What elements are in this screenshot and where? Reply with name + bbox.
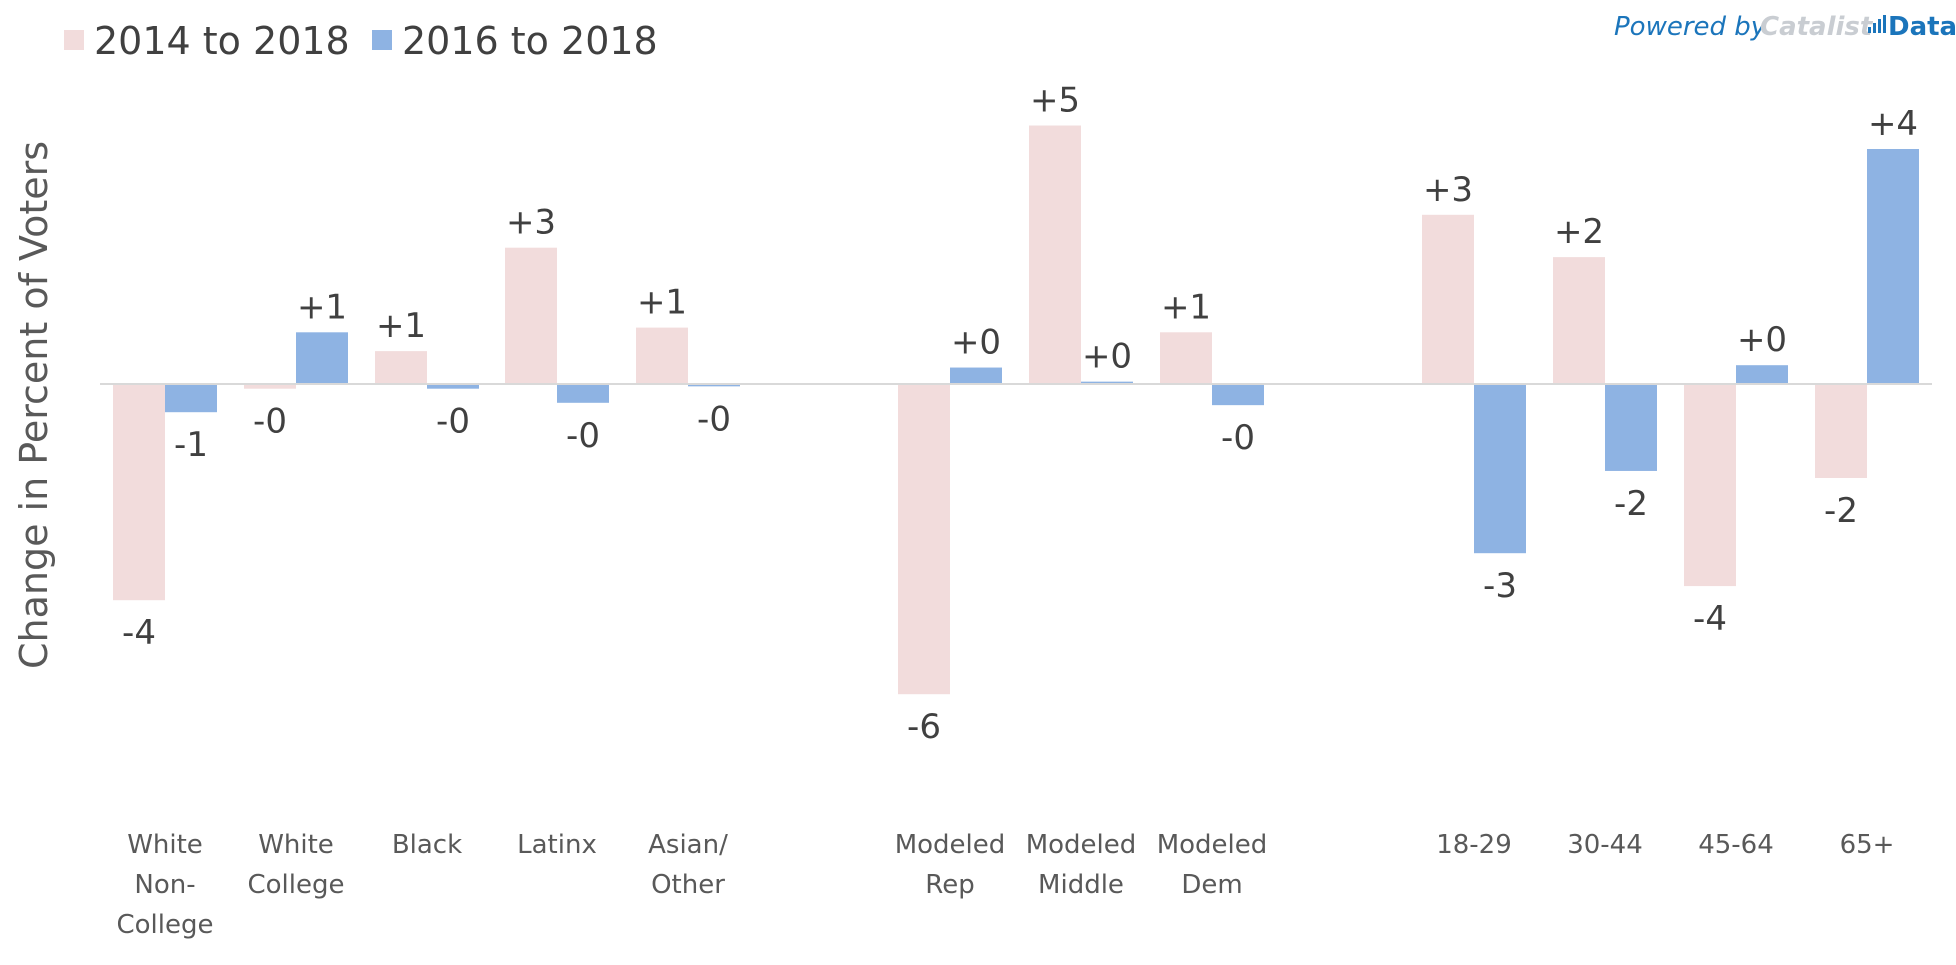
chart: 2014 to 2018 2016 to 2018 Powered by Cat… — [0, 0, 1956, 965]
brand-logo: Powered by Catalist Data — [1614, 12, 1956, 42]
value-label-2016-9: -2 — [1614, 484, 1648, 524]
category-label-0-line-2: College — [116, 910, 213, 940]
bar-2016-10 — [1736, 365, 1788, 384]
value-label-2014-6: +5 — [1030, 81, 1080, 121]
value-label-2014-3: +3 — [506, 203, 556, 243]
value-label-2016-4: -0 — [697, 399, 731, 439]
value-label-2014-2: +1 — [376, 306, 426, 346]
y-axis-label: Change in Percent of Voters — [12, 141, 56, 669]
category-label-1-line-0: White — [258, 830, 334, 860]
legend: 2014 to 2018 2016 to 2018 — [64, 19, 658, 63]
category-labels: White Non- College White College Black Latinx A… — [116, 830, 1894, 940]
bar-2016-7 — [1212, 384, 1264, 405]
bar-2014-4 — [636, 328, 688, 384]
bar-2014-10 — [1684, 384, 1736, 586]
legend-label-2014: 2014 to 2018 — [94, 19, 350, 63]
value-label-2014-11: -2 — [1824, 491, 1858, 531]
bar-2016-8 — [1474, 384, 1526, 553]
category-label-4-line-1: Other — [651, 870, 725, 900]
category-label-2-line-0: Black — [392, 830, 462, 860]
category-label-8-line-0: 18-29 — [1436, 830, 1512, 860]
brand-name: Catalist — [1760, 12, 1874, 42]
bar-2014-0 — [113, 384, 165, 600]
bar-2014-11 — [1815, 384, 1867, 478]
value-label-2016-10: +0 — [1737, 320, 1787, 360]
bar-2014-9 — [1553, 257, 1605, 384]
category-label-11-line-0: 65+ — [1840, 830, 1895, 860]
category-label-0-line-1: Non- — [134, 870, 195, 900]
brand-suffix: Data — [1888, 12, 1956, 42]
legend-swatch-2016 — [372, 30, 392, 50]
category-label-5-line-1: Rep — [925, 870, 974, 900]
value-label-2014-5: -6 — [907, 707, 941, 747]
value-label-2014-9: +2 — [1554, 212, 1604, 252]
bar-2016-0 — [165, 384, 217, 412]
category-label-1-line-1: College — [247, 870, 344, 900]
category-label-5-line-0: Modeled — [895, 830, 1006, 860]
bar-2016-9 — [1605, 384, 1657, 471]
category-label-7-line-1: Dem — [1181, 870, 1242, 900]
legend-swatch-2014 — [64, 30, 84, 50]
bars — [113, 126, 1919, 695]
legend-label-2016: 2016 to 2018 — [402, 19, 658, 63]
bar-2016-3 — [557, 384, 609, 403]
value-label-2016-6: +0 — [1082, 337, 1132, 377]
value-label-2014-4: +1 — [637, 283, 687, 323]
value-label-2016-5: +0 — [951, 323, 1001, 363]
value-label-2014-0: -4 — [122, 613, 156, 653]
bar-2014-2 — [375, 351, 427, 384]
category-label-7-line-0: Modeled — [1157, 830, 1268, 860]
bar-2016-11 — [1867, 149, 1919, 384]
category-label-4-line-0: Asian/ — [648, 830, 728, 860]
brand-powered-by: Powered by — [1614, 12, 1767, 42]
category-label-6-line-1: Middle — [1038, 870, 1124, 900]
bar-2014-5 — [898, 384, 950, 694]
category-label-6-line-0: Modeled — [1026, 830, 1137, 860]
bar-2016-5 — [950, 368, 1002, 384]
category-label-0-line-0: White — [127, 830, 203, 860]
value-label-2016-3: -0 — [566, 416, 600, 456]
value-label-2014-7: +1 — [1161, 287, 1211, 327]
value-label-2014-8: +3 — [1423, 170, 1473, 210]
bar-2014-8 — [1422, 215, 1474, 384]
value-label-2014-1: -0 — [253, 402, 287, 442]
value-label-2014-10: -4 — [1693, 599, 1727, 639]
category-label-3-line-0: Latinx — [517, 830, 597, 860]
value-label-2016-11: +4 — [1868, 104, 1918, 144]
category-label-10-line-0: 45-64 — [1698, 830, 1774, 860]
value-label-2016-1: +1 — [297, 287, 347, 327]
bar-2014-6 — [1029, 126, 1081, 385]
value-label-2016-7: -0 — [1221, 418, 1255, 458]
value-label-2016-8: -3 — [1483, 566, 1517, 606]
value-label-2016-0: -1 — [174, 425, 208, 465]
value-label-2016-2: -0 — [436, 402, 470, 442]
category-label-9-line-0: 30-44 — [1567, 830, 1643, 860]
bar-2014-7 — [1160, 332, 1212, 384]
bar-2014-3 — [505, 248, 557, 384]
bar-2016-1 — [296, 332, 348, 384]
